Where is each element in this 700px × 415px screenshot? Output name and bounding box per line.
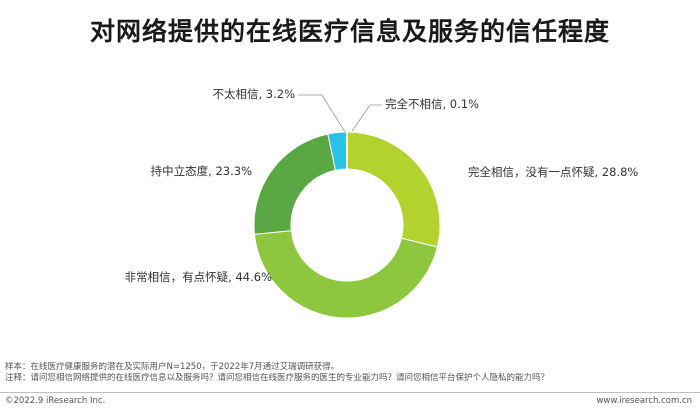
leader-line-5 [351, 104, 382, 132]
slice-label-5: 完全不相信, 0.1% [385, 97, 479, 111]
copyright: ©2022.9 iResearch Inc. [5, 396, 106, 406]
footer: ©2022.9 iResearch Inc. www.iresearch.com… [5, 396, 692, 410]
donut-slice-2 [253, 230, 438, 319]
notes: 样本：在线医疗健康服务的潜在及实际用户N=1250，于2022年7月通过艾瑞调研… [5, 362, 695, 384]
donut-slice-5 [345, 131, 349, 170]
donut-chart: 完全相信，没有一点怀疑, 28.8% 非常相信，有点怀疑, 44.6% 持中立态度,… [125, 87, 638, 319]
slice-label-4: 不太相信, 3.2% [212, 87, 295, 101]
slice-label-2: 非常相信，有点怀疑, 44.6% [125, 270, 272, 284]
slice-label-3: 持中立态度, 23.3% [151, 164, 252, 178]
remark-note: 注释：请问您相信网络提供的在线医疗信息以及服务吗？请问您相信在线医疗服务的医生的… [5, 373, 550, 383]
sample-note: 样本：在线医疗健康服务的潜在及实际用户N=1250，于2022年7月通过艾瑞调研… [5, 362, 340, 372]
website: www.iresearch.com.cn [596, 396, 692, 406]
slice-label-1: 完全相信，没有一点怀疑, 28.8% [468, 165, 638, 179]
donut-slice-1 [346, 131, 441, 248]
leader-line-4 [298, 94, 346, 133]
footer-divider [0, 392, 700, 393]
chart-title: 对网络提供的在线医疗信息及服务的信任程度 [89, 17, 610, 46]
donut-slice-3 [253, 133, 337, 235]
